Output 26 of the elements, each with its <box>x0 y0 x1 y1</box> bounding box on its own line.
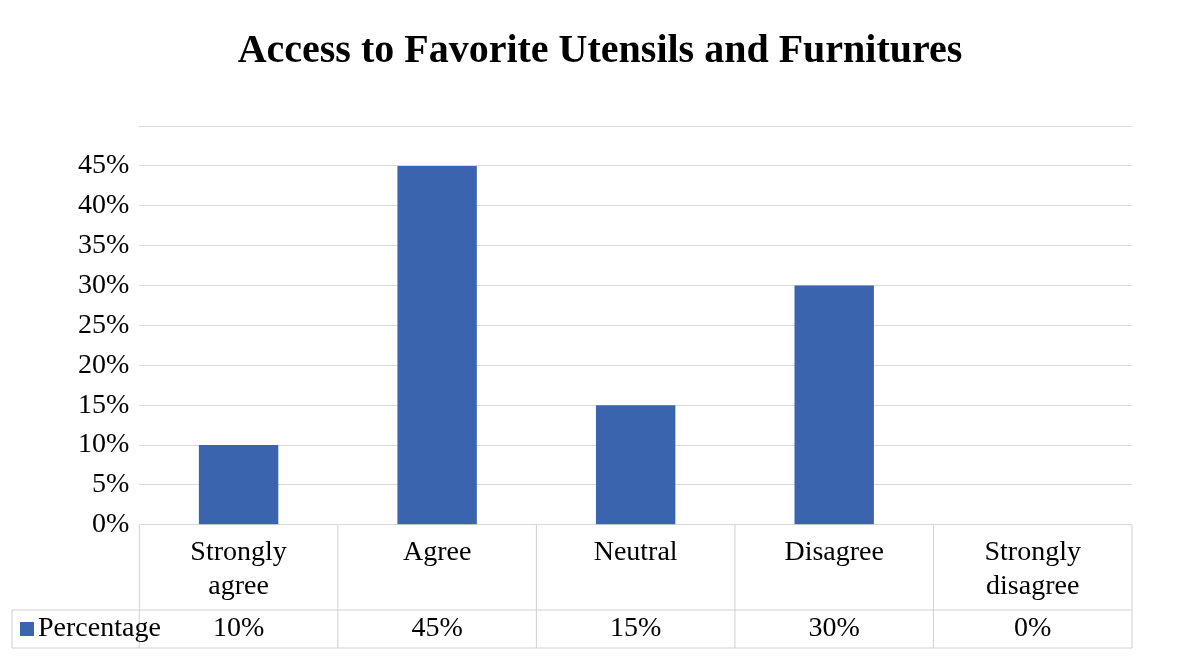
text: 15% <box>610 611 662 643</box>
x-tick-label: Neutral <box>593 534 678 566</box>
y-tick-label: 40% <box>78 188 130 220</box>
y-tick-label: 30% <box>78 267 130 299</box>
y-tick-label: 0% <box>92 507 130 539</box>
x-tick-label: Agree <box>402 534 472 566</box>
text: 30% <box>808 611 860 643</box>
bar <box>198 445 279 525</box>
chart-title: Access to Favorite Utensils and Furnitures <box>237 26 963 72</box>
legend-label: Percentage <box>38 611 161 643</box>
text: 10% <box>212 611 265 643</box>
y-tick-label: 35% <box>78 228 130 259</box>
bar <box>397 165 477 525</box>
x-tick-label: Strongly agree <box>190 534 287 600</box>
y-tick-label: 10% <box>78 427 130 459</box>
bar <box>794 285 874 525</box>
y-tick-label: 45% <box>78 148 130 180</box>
y-tick-label: 5% <box>92 467 130 499</box>
text: 45% <box>411 611 463 643</box>
y-tick-label: 20% <box>78 347 130 379</box>
bar <box>595 405 676 525</box>
y-tick-label: 25% <box>78 307 130 339</box>
text: 0% <box>1014 611 1052 643</box>
y-tick-label: 15% <box>78 387 130 419</box>
x-tick-label: Strongly disagree <box>984 534 1081 600</box>
x-tick-label: Disagree <box>784 534 884 566</box>
